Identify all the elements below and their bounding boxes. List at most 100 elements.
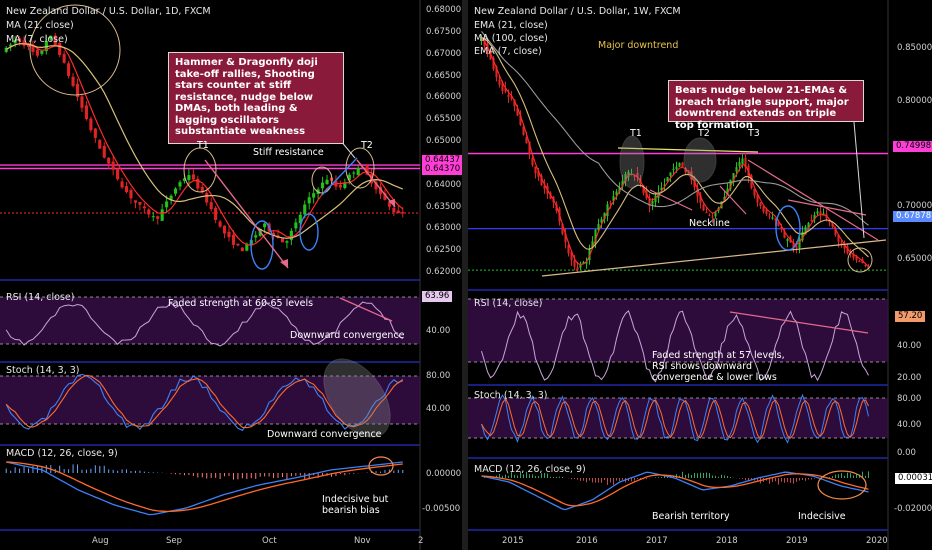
weekly-candle bbox=[561, 223, 564, 234]
pane-divider[interactable] bbox=[462, 0, 468, 550]
weekly-candle bbox=[831, 223, 834, 227]
weekly-candle bbox=[675, 166, 678, 170]
daily-candle bbox=[321, 182, 325, 189]
daily-candle bbox=[298, 214, 302, 224]
daily-time-tick: Oct bbox=[262, 536, 277, 546]
daily-candle bbox=[156, 216, 160, 219]
daily-candle bbox=[26, 43, 31, 47]
weekly-blue-circle bbox=[775, 205, 801, 251]
weekly-candle bbox=[834, 228, 837, 236]
daily-candle bbox=[67, 63, 71, 76]
daily-price-tick: 0.65500 bbox=[426, 114, 462, 125]
daily-rsi-arrow bbox=[339, 297, 393, 322]
daily-callout-box: Hammer & Dragonfly doji take-off rallies… bbox=[168, 52, 344, 144]
weekly-callout-pointer bbox=[853, 121, 865, 239]
daily-candle bbox=[196, 178, 200, 189]
weekly-time-tick: 2016 bbox=[576, 536, 598, 546]
daily-candle bbox=[44, 40, 48, 52]
daily-candle bbox=[80, 96, 84, 108]
daily-candle bbox=[13, 40, 17, 44]
daily-t1-circle bbox=[183, 147, 217, 193]
weekly-stoch-tick-40: 40.00 bbox=[897, 420, 922, 430]
daily-candle bbox=[165, 201, 169, 208]
weekly-candle bbox=[666, 177, 669, 182]
weekly-candle bbox=[711, 216, 714, 218]
weekly-candle bbox=[576, 267, 579, 271]
daily-price-tick: 0.68000 bbox=[426, 5, 462, 15]
daily-chart-title: New Zealand Dollar / U.S. Dollar, 1D, FX… bbox=[6, 6, 211, 17]
weekly-ma100-legend: MA (100, close) bbox=[474, 33, 548, 44]
weekly-candle bbox=[534, 166, 537, 174]
weekly-candle bbox=[648, 197, 651, 207]
daily-time-tick: Sep bbox=[166, 536, 183, 546]
daily-candle bbox=[383, 193, 387, 200]
daily-candle bbox=[187, 175, 191, 180]
daily-candle bbox=[138, 201, 142, 205]
weekly-candle bbox=[792, 243, 795, 249]
daily-candle bbox=[365, 165, 369, 175]
daily-t2-circle bbox=[345, 147, 375, 189]
daily-candle bbox=[53, 35, 57, 46]
daily-candle bbox=[58, 43, 62, 56]
weekly-neckline-label: Neckline bbox=[689, 218, 730, 229]
weekly-candle bbox=[867, 266, 870, 269]
weekly-candle bbox=[498, 79, 501, 85]
weekly-price-tick: 0.80000 bbox=[897, 95, 932, 106]
weekly-rsi-arrow bbox=[729, 311, 869, 334]
weekly-candle bbox=[495, 66, 498, 78]
weekly-triangle-support bbox=[541, 239, 887, 277]
daily-macd-line bbox=[6, 461, 403, 516]
daily-rsi-tag: 63.96 bbox=[422, 291, 453, 302]
daily-ma21-line bbox=[5, 43, 404, 239]
weekly-candle bbox=[663, 184, 666, 186]
weekly-candle bbox=[522, 126, 525, 135]
daily-price-tick: 0.63500 bbox=[426, 201, 462, 212]
daily-macd-tick-neg: -0.00500 bbox=[422, 504, 461, 514]
weekly-ema7-legend: EMA (7, close) bbox=[474, 46, 542, 57]
weekly-candle bbox=[813, 214, 816, 220]
weekly-t3-label: T3 bbox=[748, 128, 760, 139]
weekly-candle bbox=[633, 175, 636, 177]
weekly-candle bbox=[660, 187, 663, 191]
daily-stoch-note: Downward convergence bbox=[267, 429, 382, 440]
weekly-candle bbox=[516, 108, 519, 116]
daily-candle bbox=[205, 192, 209, 203]
weekly-candle bbox=[540, 175, 543, 186]
weekly-stoch-k-line bbox=[481, 393, 869, 444]
weekly-candle bbox=[744, 157, 747, 168]
weekly-candle bbox=[618, 188, 621, 193]
daily-hammer-circle-1 bbox=[250, 220, 274, 270]
daily-candle bbox=[40, 50, 44, 54]
daily-rsi-note-bottom: Downward convergence bbox=[290, 330, 405, 341]
daily-candle bbox=[107, 157, 111, 164]
daily-ma7-legend: MA (7, close) bbox=[6, 34, 68, 45]
weekly-chart-pane[interactable]: New Zealand Dollar / U.S. Dollar, 1W, FX… bbox=[468, 0, 932, 550]
weekly-chart-title: New Zealand Dollar / U.S. Dollar, 1W, FX… bbox=[474, 6, 681, 17]
daily-down-arrow-1 bbox=[204, 159, 289, 269]
weekly-t3-arrow bbox=[719, 185, 747, 215]
weekly-candle bbox=[606, 204, 609, 217]
daily-chart-pane[interactable]: New Zealand Dollar / U.S. Dollar, 1D, FX… bbox=[0, 0, 462, 550]
weekly-price-tick: 0.85000 bbox=[897, 43, 932, 53]
daily-candle bbox=[209, 202, 213, 210]
weekly-t1-circle bbox=[619, 135, 645, 189]
daily-price-tick: 0.66500 bbox=[426, 70, 462, 81]
weekly-price-tag-top: 0.74998 bbox=[893, 141, 932, 152]
daily-candle bbox=[272, 232, 276, 236]
weekly-stoch-legend: Stoch (14, 3, 3) bbox=[474, 390, 548, 401]
weekly-candle bbox=[702, 204, 705, 211]
weekly-candle bbox=[699, 194, 702, 203]
weekly-candle bbox=[681, 162, 684, 168]
weekly-candle bbox=[756, 194, 759, 203]
weekly-candle bbox=[531, 157, 534, 166]
daily-candle bbox=[124, 186, 129, 193]
daily-candle bbox=[89, 118, 93, 131]
weekly-candle bbox=[654, 195, 657, 203]
daily-candle bbox=[71, 76, 75, 86]
weekly-macd-tag: 0.00031 bbox=[895, 473, 932, 484]
weekly-price-tick: 0.65000 bbox=[897, 254, 932, 264]
weekly-candle bbox=[501, 82, 504, 92]
daily-candle bbox=[231, 234, 236, 245]
daily-candle bbox=[396, 210, 400, 214]
daily-price-tick: 0.65000 bbox=[426, 136, 462, 146]
